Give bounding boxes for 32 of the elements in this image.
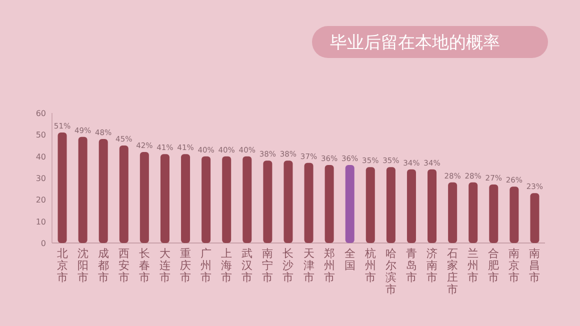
x-tick-label: 沈阳市 (77, 247, 88, 284)
x-tick-label: 南宁市 (262, 247, 274, 284)
x-tick-label: 郑州市 (324, 247, 335, 284)
x-tick-label: 济南市 (426, 247, 438, 284)
y-tick-label: 60 (36, 109, 46, 118)
x-tick-label: 长春市 (138, 247, 150, 284)
x-tick-label: 天津市 (303, 247, 314, 284)
x-tick-label: 南昌市 (529, 247, 540, 284)
x-tick-label: 大连市 (159, 247, 170, 284)
x-tick-label: 合肥市 (488, 247, 500, 284)
x-tick-label: 杭州市 (364, 247, 376, 284)
x-tick-label: 上海市 (221, 247, 232, 284)
y-tick-label: 10 (36, 217, 46, 226)
x-tick-label: 石家庄市 (447, 247, 458, 296)
title: 毕业后留在本地的概率 (330, 33, 500, 53)
x-tick-label: 南京市 (508, 247, 520, 284)
x-tick-label: 哈尔滨市 (385, 247, 396, 296)
x-tick-label: 成都市 (98, 247, 109, 284)
x-tick-label: 重庆市 (180, 247, 192, 284)
y-tick-label: 0 (40, 239, 46, 248)
x-tick-label: 兰州市 (468, 247, 479, 284)
x-tick-label: 长沙市 (282, 247, 294, 284)
x-tick-label: 全国 (344, 247, 356, 272)
x-tick-label: 武汉市 (242, 247, 253, 284)
y-tick-label: 20 (36, 196, 46, 205)
x-tick-label: 西安市 (118, 247, 130, 284)
y-tick-label: 50 (36, 130, 46, 140)
x-tick-label: 广州市 (200, 247, 212, 284)
y-tick-label: 40 (36, 152, 46, 162)
x-tick-label: 青岛市 (406, 247, 417, 284)
y-tick-label: 30 (36, 174, 46, 183)
x-tick-label: 北京市 (56, 247, 68, 284)
